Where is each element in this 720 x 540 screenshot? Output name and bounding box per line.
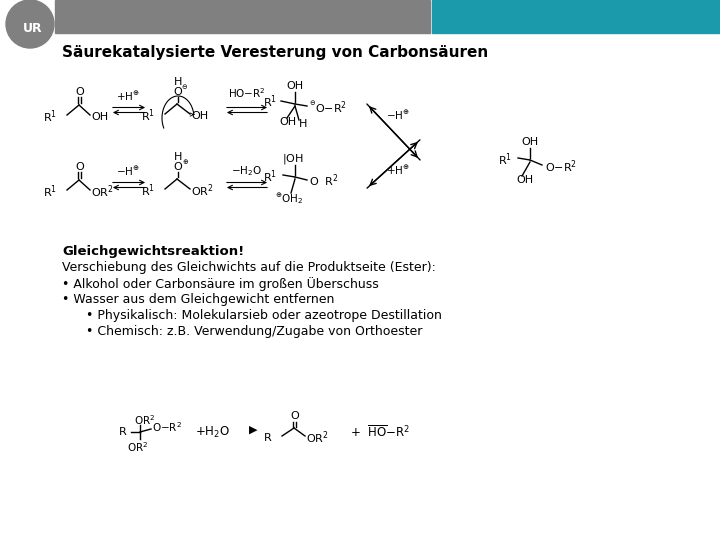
Text: R: R [120,427,127,437]
Text: O: O [174,87,182,97]
Text: R$^1$: R$^1$ [141,183,155,199]
Circle shape [6,0,54,48]
Text: H: H [299,119,307,129]
Text: OH: OH [91,112,108,122]
Text: R$^1$: R$^1$ [498,152,512,168]
Text: +H$^{\oplus}$: +H$^{\oplus}$ [386,164,410,177]
Text: R$^1$: R$^1$ [141,107,155,124]
Text: UR: UR [23,22,42,35]
Text: $^{\ominus}$: $^{\ominus}$ [309,100,316,110]
Text: HO−R$^2$: HO−R$^2$ [228,86,266,100]
Text: • Physikalisch: Molekularsieb oder azeotrope Destillation: • Physikalisch: Molekularsieb oder azeot… [62,309,442,322]
Text: −H$^{\oplus}$: −H$^{\oplus}$ [116,165,140,178]
Text: • Wasser aus dem Gleichgewicht entfernen: • Wasser aus dem Gleichgewicht entfernen [62,293,334,306]
Bar [55,0,430,33]
Text: O−R$^2$: O−R$^2$ [315,100,347,116]
Text: O: O [76,87,84,97]
Text: $^{\oplus}$: $^{\oplus}$ [182,159,189,169]
Text: +H$_2$O: +H$_2$O [195,424,230,440]
Text: O−R$^2$: O−R$^2$ [152,420,182,434]
Text: $^{\oplus}$OH$_2$: $^{\oplus}$OH$_2$ [275,192,303,206]
Text: OH: OH [279,117,296,127]
Text: ▶: ▶ [248,425,257,435]
Text: R$^1$: R$^1$ [263,168,277,185]
Text: R: R [264,433,272,443]
Text: O−R$^2$: O−R$^2$ [545,159,577,176]
Text: Verschiebung des Gleichwichts auf die Produktseite (Ester):: Verschiebung des Gleichwichts auf die Pr… [62,261,436,274]
Text: R$^1$: R$^1$ [263,94,277,110]
Text: OR$^2$: OR$^2$ [127,440,148,454]
Text: −H$_2$O: −H$_2$O [231,164,263,178]
Text: O  R$^2$: O R$^2$ [309,173,339,190]
Text: O: O [76,162,84,172]
Text: R$^1$: R$^1$ [43,109,57,125]
Text: • Chemisch: z.B. Verwendung/Zugabe von Orthoester: • Chemisch: z.B. Verwendung/Zugabe von O… [62,325,423,338]
Text: OH: OH [516,175,533,185]
Text: H: H [174,77,182,87]
Bar [432,0,720,33]
Text: +H$^{\oplus}$: +H$^{\oplus}$ [116,90,140,103]
Text: OR$^2$: OR$^2$ [191,183,214,199]
Text: • Alkohol oder Carbonsäure im großen Überschuss: • Alkohol oder Carbonsäure im großen Übe… [62,277,379,291]
Text: $+$  $\overline{\mathrm{HO}}$−R$^2$: $+$ $\overline{\mathrm{HO}}$−R$^2$ [350,424,410,440]
Text: Säurekatalysierte Veresterung von Carbonsäuren: Säurekatalysierte Veresterung von Carbon… [62,45,488,60]
Text: $|$OH: $|$OH [282,152,304,166]
Text: OH: OH [521,137,539,147]
Text: O: O [291,411,300,421]
Text: H: H [174,152,182,162]
Text: OR$^2$: OR$^2$ [91,184,114,200]
Text: OH: OH [191,111,208,121]
Text: $^{\ominus}$: $^{\ominus}$ [181,84,189,94]
Text: Gleichgewichtsreaktion!: Gleichgewichtsreaktion! [62,245,244,258]
Text: −H$^{\oplus}$: −H$^{\oplus}$ [386,109,410,122]
Text: OR$^2$: OR$^2$ [135,413,156,427]
Text: O: O [174,162,182,172]
Text: R$^1$: R$^1$ [43,184,57,200]
Text: OR$^2$: OR$^2$ [306,430,329,446]
Text: OH: OH [287,81,304,91]
